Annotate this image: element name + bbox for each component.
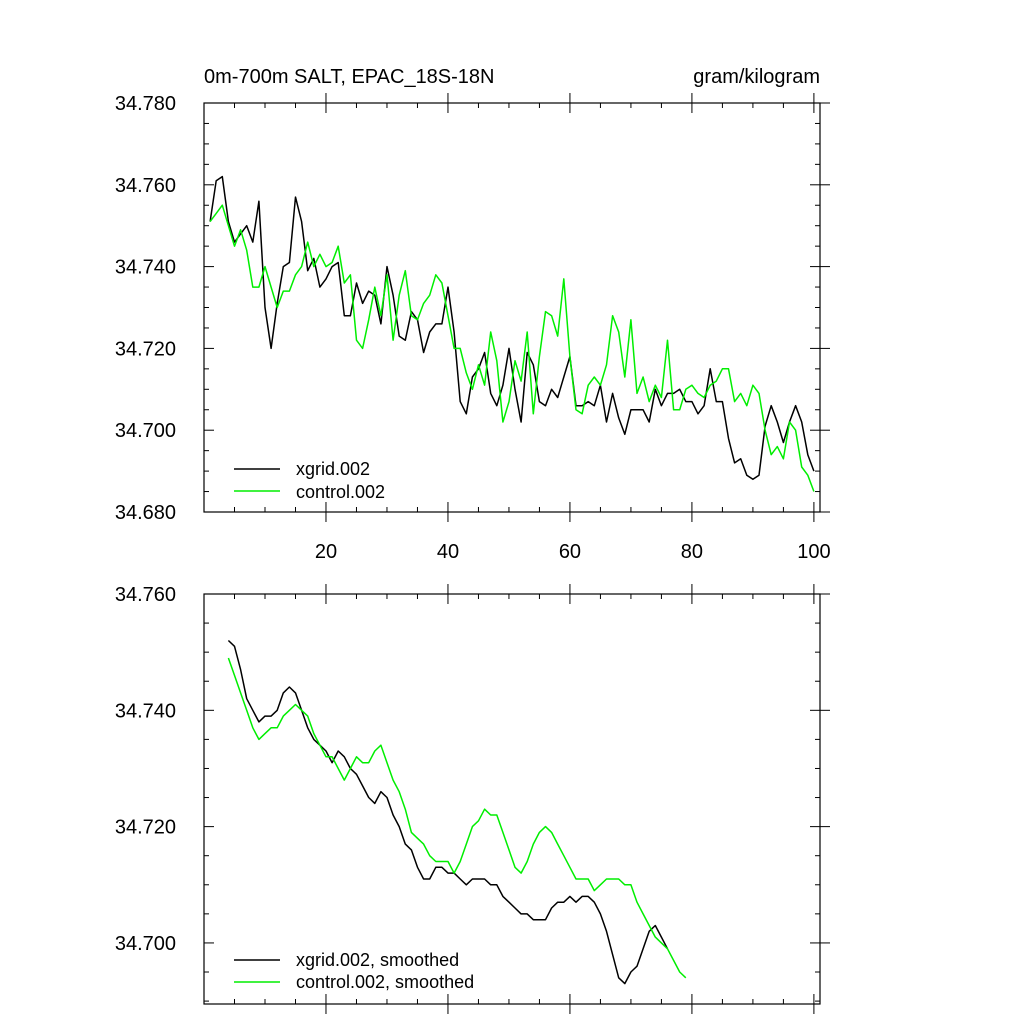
legend-label-control: control.002	[296, 482, 385, 502]
y-tick-label: 34.720	[115, 817, 176, 839]
bottom-axes-layer: 34.700 34.720 34.740 34.760	[115, 584, 830, 1014]
series-line-control-002-smoothed	[227, 657, 687, 979]
x-tick-label: 100	[797, 541, 830, 563]
y-tick-label: 34.700	[115, 933, 176, 955]
x-tick-label: 20	[315, 541, 337, 563]
top-chart-panel: 0m-700m SALT, EPAC_18S-18N gram/kilogram…	[115, 66, 831, 563]
x-tick-label: 80	[681, 541, 703, 563]
y-tick-label: 34.700	[115, 420, 176, 442]
y-tick-label: 34.760	[115, 175, 176, 197]
y-tick-label: 34.780	[115, 93, 176, 115]
series-line-xgrid-002	[209, 175, 815, 481]
x-tick-label: 60	[559, 541, 581, 563]
series-line-xgrid-002-smoothed	[227, 639, 669, 985]
bottom-chart-panel: 34.700 34.720 34.740 34.760 xgrid.002, smoo…	[115, 584, 830, 1014]
legend-label-control-smoothed: control.002, smoothed	[296, 972, 474, 992]
top-plot-frame	[203, 102, 821, 513]
top-series-layer	[209, 175, 815, 492]
x-tick-label: 40	[437, 541, 459, 563]
y-tick-label: 34.680	[115, 502, 176, 524]
legend-label-xgrid: xgrid.002	[296, 459, 370, 479]
bottom-series-layer	[227, 639, 687, 985]
series-line-control-002	[209, 204, 815, 492]
top-legend: xgrid.002 control.002	[234, 459, 385, 502]
y-tick-label: 34.720	[115, 338, 176, 360]
chart-title: 0m-700m SALT, EPAC_18S-18N	[204, 66, 495, 88]
chart-units: gram/kilogram	[693, 66, 820, 88]
top-axes-layer: 20 40 60 80 100 34.680 34.700 34.720 34.740 34.76…	[115, 93, 831, 563]
bottom-legend: xgrid.002, smoothed control.002, smoothe…	[234, 950, 474, 992]
y-tick-label: 34.760	[115, 584, 176, 606]
y-tick-label: 34.740	[115, 257, 176, 279]
y-tick-label: 34.740	[115, 700, 176, 722]
legend-label-xgrid-smoothed: xgrid.002, smoothed	[296, 950, 459, 970]
bottom-plot-frame	[203, 593, 821, 1005]
